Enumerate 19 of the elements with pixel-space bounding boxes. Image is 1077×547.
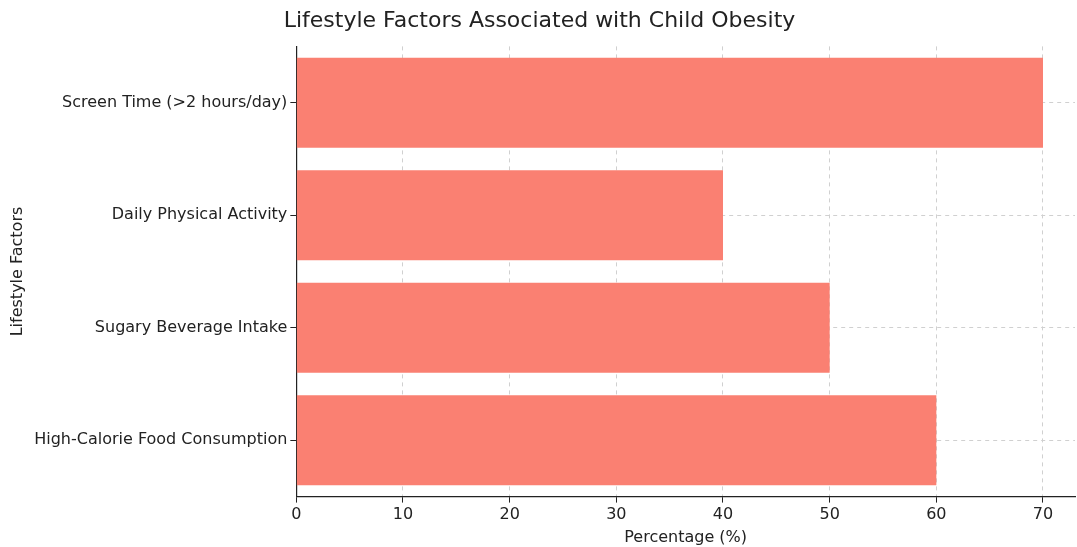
x-tick-label: 40 [712,504,734,524]
bar [296,170,723,261]
chart-title: Lifestyle Factors Associated with Child Obesity [283,6,796,32]
y-tick-label: High-Calorie Food Consumption [34,429,288,449]
x-tick-label: 0 [291,504,302,524]
x-tick-label: 50 [819,504,840,524]
bar [296,282,830,373]
x-tick-label: 70 [1032,504,1054,524]
y-tick-label: Screen Time (>2 hours/day) [62,91,288,111]
x-tick-label: 10 [392,504,414,524]
y-tick-label: Daily Physical Activity [111,204,288,224]
y-axis-title: Lifestyle Factors [6,206,26,337]
bar [296,57,1043,148]
bar [296,395,937,486]
x-axis-title: Percentage (%) [624,526,748,546]
x-tick-label: 30 [606,504,627,524]
x-tick-label: 20 [499,504,520,524]
y-tick-label: Sugary Beverage Intake [94,316,288,336]
x-tick-label: 60 [926,504,947,524]
